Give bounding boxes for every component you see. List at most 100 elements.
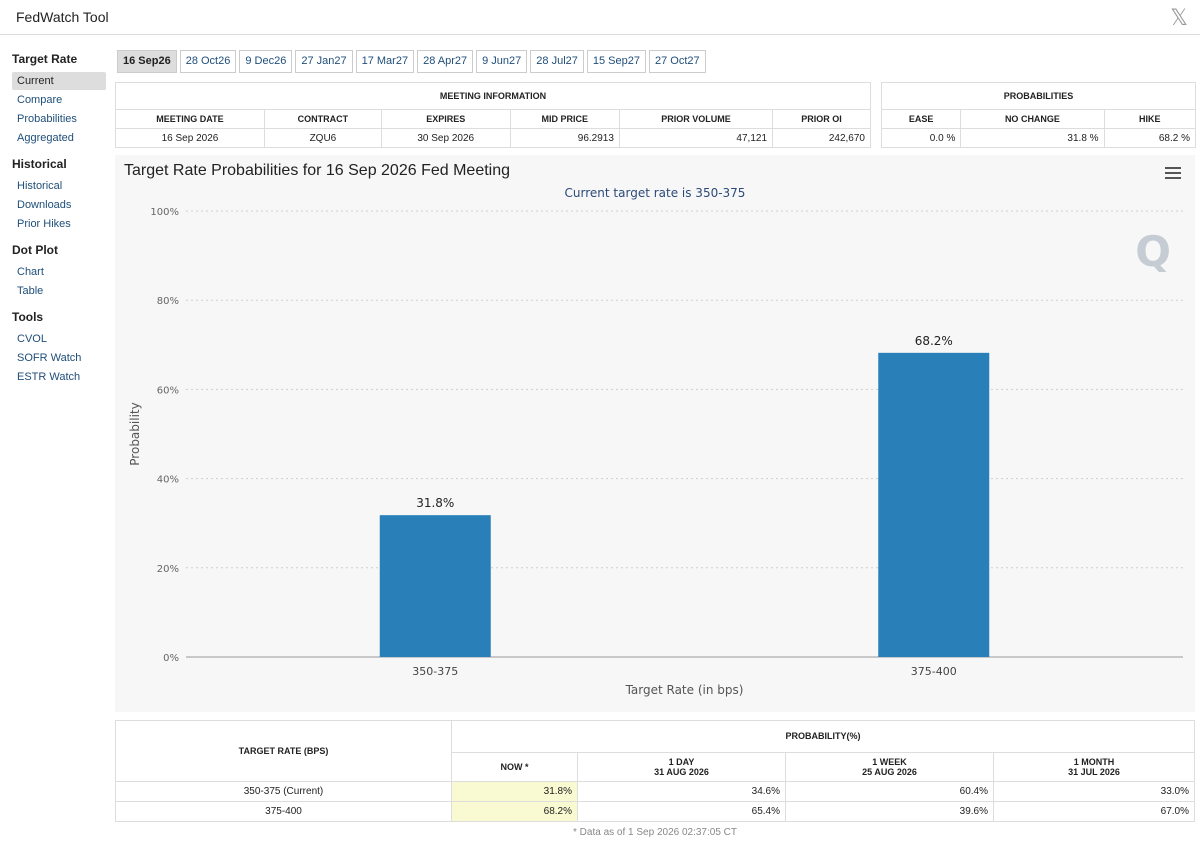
meeting-tab[interactable]: 27 Oct27 [648,50,706,73]
probabilities-table: PROBABILITIES EASE NO CHANGE HIKE 0.0 % … [880,82,1197,148]
sidebar-item[interactable]: SOFR Watch [17,352,82,364]
y-tick-label: 20% [157,564,179,575]
row-now: 68.2% [451,801,578,822]
sidebar-item[interactable]: Historical [17,180,63,192]
chart-title: Target Rate Probabilities for 16 Sep 202… [124,162,511,179]
x-tick-label: 375-400 [911,665,957,678]
meeting-info-table: MEETING INFORMATION MEETING DATE CONTRAC… [115,82,871,148]
x-tick-label: 350-375 [412,665,458,678]
y-tick-label: 60% [157,385,179,396]
meeting-tab[interactable]: 27 Jan27 [295,50,353,73]
meeting-tab[interactable]: 28 Jul27 [530,50,584,73]
sidebar-group: Target Rate Current Compare Probabilities Ag… [12,52,106,147]
header-contract: CONTRACT [263,109,382,129]
meeting-tab[interactable]: 15 Sep27 [586,50,646,73]
sidebar-item[interactable]: Current [12,72,106,90]
sidebar-heading: Target Rate [12,52,78,66]
data-label: 68.2% [915,334,953,348]
contract: ZQU6 [263,128,382,148]
sidebar-item[interactable]: Compare [17,94,63,106]
x-logo-icon[interactable]: 𝕏 [1170,6,1188,31]
data-label: 31.8% [416,496,454,510]
sidebar-heading: Tools [12,310,44,324]
header-1-month-date: 31 JUL 2026 [1068,766,1120,777]
y-tick-label: 40% [157,475,179,486]
row-1-day: 34.6% [577,781,786,802]
row-rate: 375-400 [115,801,452,822]
sidebar-item[interactable]: Probabilities [17,113,77,125]
header-now: NOW * [451,751,578,783]
prior-oi: 242,670 [772,128,871,148]
sidebar-heading: Dot Plot [12,243,58,257]
meeting-info-title: MEETING INFORMATION [115,82,871,110]
sidebar-item[interactable]: ESTR Watch [17,371,81,383]
header-prior-oi: PRIOR OI [772,109,871,129]
mid-price: 96.2913 [509,128,620,148]
y-axis-title: Probability [128,402,142,465]
sidebar-item[interactable]: Table [17,285,44,297]
header-prior-volume: PRIOR VOLUME [618,109,774,129]
header-1-week-label: 1 WEEK [872,756,907,767]
meeting-tab[interactable]: 9 Dec26 [239,50,293,73]
meeting-tabs: 16 Sep26 28 Oct26 9 Dec26 27 Jan27 17 Mar27 2… [117,50,706,73]
meeting-tab[interactable]: 28 Oct26 [179,50,237,73]
header-probability: PROBABILITY(%) [451,720,1195,753]
meeting-tab[interactable]: 28 Apr27 [417,50,474,73]
header-mid-price: MID PRICE [509,109,620,129]
hamburger-menu-icon[interactable] [1165,167,1181,182]
bar [878,352,990,657]
sidebar-group: Dot Plot Chart Table [12,243,106,300]
quikstrike-logo-icon: Q [1135,227,1171,276]
chart-panel: Target Rate Probabilities for 16 Sep 202… [115,155,1195,712]
top-bar: FedWatch Tool 𝕏 [0,0,1200,35]
prob-ease: 0.0 % [880,128,962,148]
header-1-day-date: 31 AUG 2026 [654,766,709,777]
sidebar-item[interactable]: Chart [17,266,44,278]
meeting-date: 16 Sep 2026 [115,128,265,148]
chart-subtitle: Current target rate is 350-375 [564,186,746,200]
prob-hike: 68.2 % [1103,128,1197,148]
meeting-tab[interactable]: 9 Jun27 [476,50,528,73]
header-1-week-date: 25 AUG 2026 [862,766,917,777]
prob-no-change: 31.8 % [960,128,1105,148]
header-target-rate: TARGET RATE (BPS) [115,720,452,782]
sidebar-item[interactable]: CVOL [17,333,47,345]
sidebar-item[interactable]: Aggregated [17,132,74,144]
probabilities-title: PROBABILITIES [881,82,1196,110]
row-1-month: 33.0% [993,781,1195,802]
x-axis-title: Target Rate (in bps) [625,683,744,697]
header-1-day: 1 DAY 31 AUG 2026 [577,751,786,783]
header-meeting-date: MEETING DATE [115,109,265,129]
row-1-month: 67.0% [993,801,1195,822]
bar-chart: 0% 20% 40% 60% 80% 100% 31.8% 350-375 68.2% 375-4… [128,207,1183,697]
meeting-tab[interactable]: 17 Mar27 [355,50,415,73]
table-row: 350-375 (Current) 31.8% 34.6% 60.4% 33.0… [115,781,1195,802]
sidebar-item[interactable]: Downloads [17,199,72,211]
y-tick-label: 100% [150,207,179,218]
header-1-month-label: 1 MONTH [1073,756,1115,767]
header-hike: HIKE [1103,109,1197,129]
row-rate: 350-375 (Current) [115,781,452,802]
sidebar-heading: Historical [12,157,67,171]
y-tick-label: 0% [163,653,179,664]
prior-volume: 47,121 [618,128,774,148]
row-1-week: 60.4% [785,781,994,802]
app-title: FedWatch Tool [16,9,109,25]
y-tick-label: 80% [157,296,179,307]
sidebar-group: Historical Historical Downloads Prior Hikes [12,157,106,233]
row-1-week: 39.6% [785,801,994,822]
probability-table: TARGET RATE (BPS) PROBABILITY(%) NOW * 1… [115,720,1195,822]
sidebar-group: Tools CVOL SOFR Watch ESTR Watch [12,310,106,386]
expires: 30 Sep 2026 [380,128,511,148]
row-1-day: 65.4% [577,801,786,822]
header-ease: EASE [880,109,962,129]
sidebar-item[interactable]: Prior Hikes [17,218,71,230]
meeting-tab[interactable]: 16 Sep26 [117,50,177,73]
header-expires: EXPIRES [380,109,511,129]
header-1-day-label: 1 DAY [668,756,695,767]
table-row: 375-400 68.2% 65.4% 39.6% 67.0% [115,801,1195,822]
sidebar: Target Rate Current Compare Probabilities Ag… [12,48,106,396]
footnote: * Data as of 1 Sep 2026 02:37:05 CT [573,827,737,838]
row-now: 31.8% [451,781,578,802]
header-1-week: 1 WEEK 25 AUG 2026 [785,751,994,783]
